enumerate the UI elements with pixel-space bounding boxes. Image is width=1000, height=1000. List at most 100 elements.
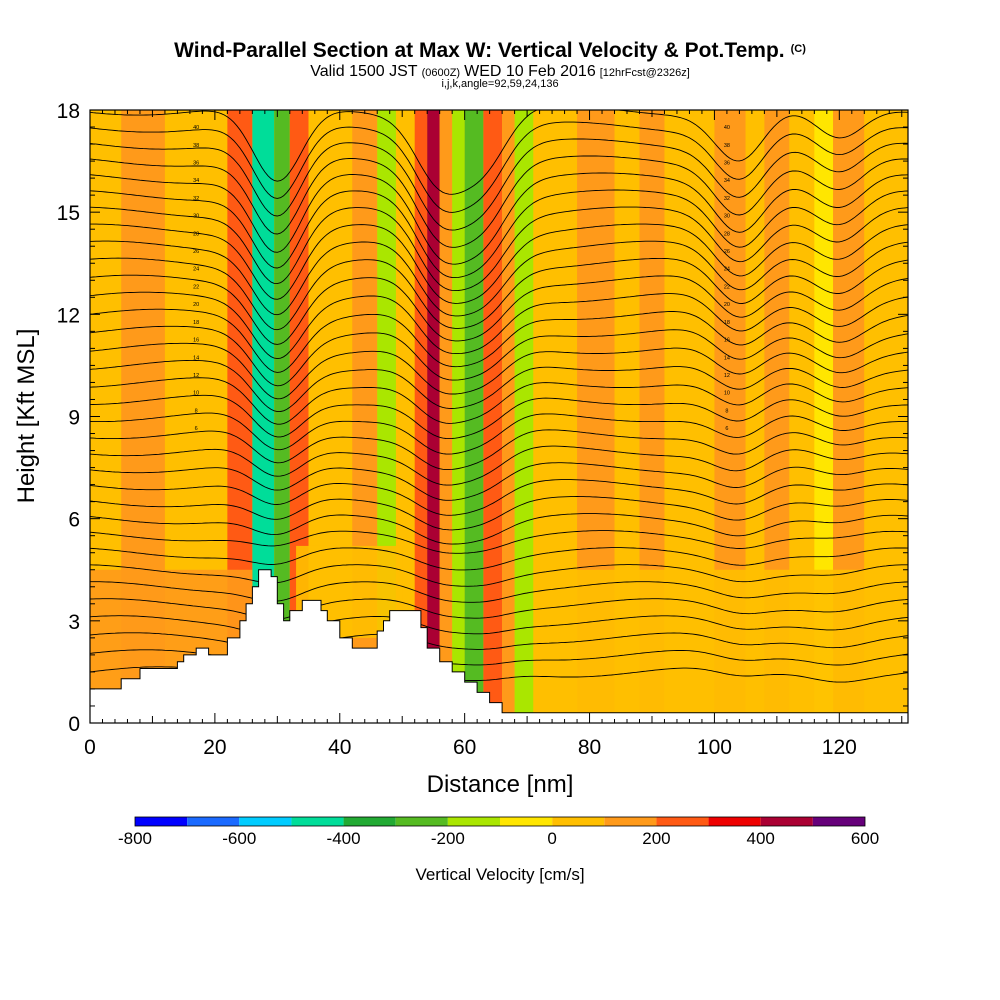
y-tick-label: 0 <box>68 713 80 736</box>
colorbar-swatch <box>447 817 500 826</box>
colorbar-tick-label: 600 <box>851 829 879 848</box>
colorbar-swatch <box>604 817 657 826</box>
contour-label: 6 <box>725 426 728 432</box>
theta-contour-30 <box>90 155 908 248</box>
contour-label: 6 <box>195 426 198 432</box>
terrain <box>90 569 908 723</box>
colorbar-swatch <box>760 817 813 826</box>
colorbar-swatch <box>552 817 605 826</box>
contour-label: 32 <box>724 196 730 202</box>
theta-contour-18 <box>90 359 908 413</box>
theta-contour-25 <box>90 240 908 317</box>
chart-indices: i,j,k,angle=92,59,24,136 <box>441 78 558 90</box>
theta-contour-22 <box>90 291 908 360</box>
velocity-band-12 <box>427 110 440 723</box>
theta-contour-2 <box>90 632 908 656</box>
x-tick-label: 80 <box>578 736 601 759</box>
colorbar-tick-label: -400 <box>327 829 361 848</box>
theta-contour-27 <box>90 206 908 292</box>
x-tick-label: 120 <box>822 736 857 759</box>
y-tick-label: 15 <box>57 202 80 225</box>
contour-label: 10 <box>724 391 730 397</box>
colorbar: -800 -600 -400 -200 0 200 400 600 <box>118 816 879 848</box>
y-tick-label: 9 <box>68 407 80 430</box>
colorbar-swatch <box>343 817 396 826</box>
theta-contour-31 <box>90 138 908 231</box>
colorbar-tick-label: 200 <box>642 829 670 848</box>
colorbar-frame <box>134 816 866 827</box>
colorbar-swatch <box>500 817 553 826</box>
theta-contour-33 <box>90 110 908 195</box>
x-axis: 0 20 40 60 80 100 120 <box>84 110 903 759</box>
y-tick-label: 12 <box>57 304 80 327</box>
contour-label: 18 <box>724 320 730 326</box>
velocity-band-14 <box>452 110 465 723</box>
x-tick-label: 20 <box>203 736 226 759</box>
theta-contour-14 <box>90 429 908 471</box>
contour-label: 32 <box>193 196 199 202</box>
theta-contour-16 <box>90 394 908 440</box>
x-tick-label: 60 <box>453 736 476 759</box>
theta-contours: 6 6 8 8 10 10 12 12 14 14 16 16 18 18 20 20 22 22 24 24 26 26… <box>90 110 908 689</box>
x-tick-label: 100 <box>697 736 732 759</box>
velocity-band-15 <box>464 110 484 723</box>
y-tick-label: 3 <box>68 611 80 634</box>
colorbar-swatch <box>239 817 292 826</box>
colorbar-swatch <box>187 817 240 826</box>
theta-contour-5 <box>90 581 908 603</box>
theta-contour-6 <box>90 564 908 587</box>
theta-contour-10 <box>90 496 908 531</box>
contour-label: 16 <box>724 338 730 344</box>
theta-contour-8 <box>90 530 908 554</box>
velocity-band-5 <box>274 110 290 723</box>
colorbar-tick-label: -600 <box>222 829 256 848</box>
contour-label: 8 <box>725 408 728 414</box>
theta-contour-7 <box>90 547 908 571</box>
theta-contour-3 <box>90 615 908 638</box>
theta-contour-20 <box>90 325 908 387</box>
contour-label: 20 <box>724 302 730 308</box>
colorbar-swatch <box>135 817 188 826</box>
theta-contour-24 <box>90 257 908 331</box>
theta-contour-23 <box>90 274 908 345</box>
colorbar-swatch <box>708 817 761 826</box>
contour-label: 24 <box>724 267 730 273</box>
colorbar-tick-label: -200 <box>431 829 465 848</box>
contour-label: 14 <box>724 355 730 361</box>
colorbar-label: Vertical Velocity [cm/s] <box>415 865 584 884</box>
colorbar-swatch <box>812 817 865 826</box>
contour-label: 22 <box>724 284 730 290</box>
contour-label: 26 <box>193 249 199 255</box>
contour-label: 34 <box>724 178 730 184</box>
y-tick-label: 6 <box>68 509 80 532</box>
theta-contour-29 <box>90 172 908 265</box>
contour-label: 38 <box>193 143 199 149</box>
contour-label: 12 <box>724 373 730 379</box>
contour-label: 36 <box>193 160 199 166</box>
velocity-patch-2 <box>539 569 908 723</box>
colorbar-tick-label: -800 <box>118 829 152 848</box>
contour-label: 10 <box>193 391 199 397</box>
theta-contour-13 <box>90 445 908 486</box>
contour-label: 40 <box>193 125 199 131</box>
colorbar-tick-label: 400 <box>747 829 775 848</box>
theta-contour-26 <box>90 223 908 304</box>
theta-contour-21 <box>90 308 908 373</box>
contour-label: 14 <box>193 355 199 361</box>
contour-label: 36 <box>724 160 730 166</box>
x-tick-label: 40 <box>328 736 351 759</box>
contour-label: 18 <box>193 320 199 326</box>
colorbar-swatch <box>395 817 448 826</box>
velocity-band-17 <box>502 110 515 723</box>
theta-contour-9 <box>90 513 908 545</box>
y-tick-label: 18 <box>57 100 80 123</box>
contour-label: 8 <box>195 408 198 414</box>
chart-title: Wind-Parallel Section at Max W: Vertical… <box>174 39 806 62</box>
contour-label: 30 <box>724 214 730 220</box>
chart-subtitle: Valid 1500 JST (0600Z) WED 10 Feb 2016 [12h… <box>310 63 690 80</box>
y-axis-label: Height [Kft MSL] <box>13 329 40 504</box>
plot-area: 6 6 8 8 10 10 12 12 14 14 16 16 18 18 20 20 22 22 24 24 26 26… <box>90 110 908 723</box>
velocity-band-18 <box>514 110 534 723</box>
